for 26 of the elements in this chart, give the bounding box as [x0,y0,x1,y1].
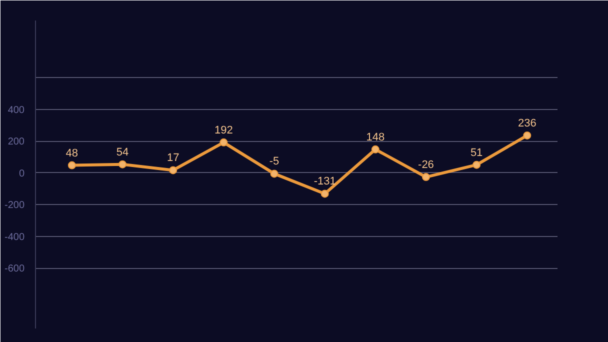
data-label: -131 [314,176,336,188]
data-label: 236 [518,117,536,130]
y-tick-label: -200 [4,200,25,212]
y-tick-label: -400 [4,232,25,243]
y-tick-label: -600 [4,264,25,275]
data-label: -5 [269,156,280,168]
data-label: 17 [166,152,180,164]
point [472,160,481,169]
data-label: 192 [214,124,233,136]
point [169,166,178,174]
data-label: -26 [418,159,434,172]
point [320,190,329,198]
data-label: 51 [470,146,483,159]
point [220,138,228,146]
data-label: 48 [66,147,78,160]
y-tick-label: 0 [18,168,25,180]
point [371,145,380,154]
point [270,170,278,178]
data-label: 54 [116,146,129,158]
point [118,160,126,168]
point [523,131,532,140]
point [422,173,430,182]
y-tick-label: 400 [8,104,25,116]
point [68,161,76,170]
y-tick-label: 200 [8,136,25,148]
data-label: 148 [366,131,385,144]
